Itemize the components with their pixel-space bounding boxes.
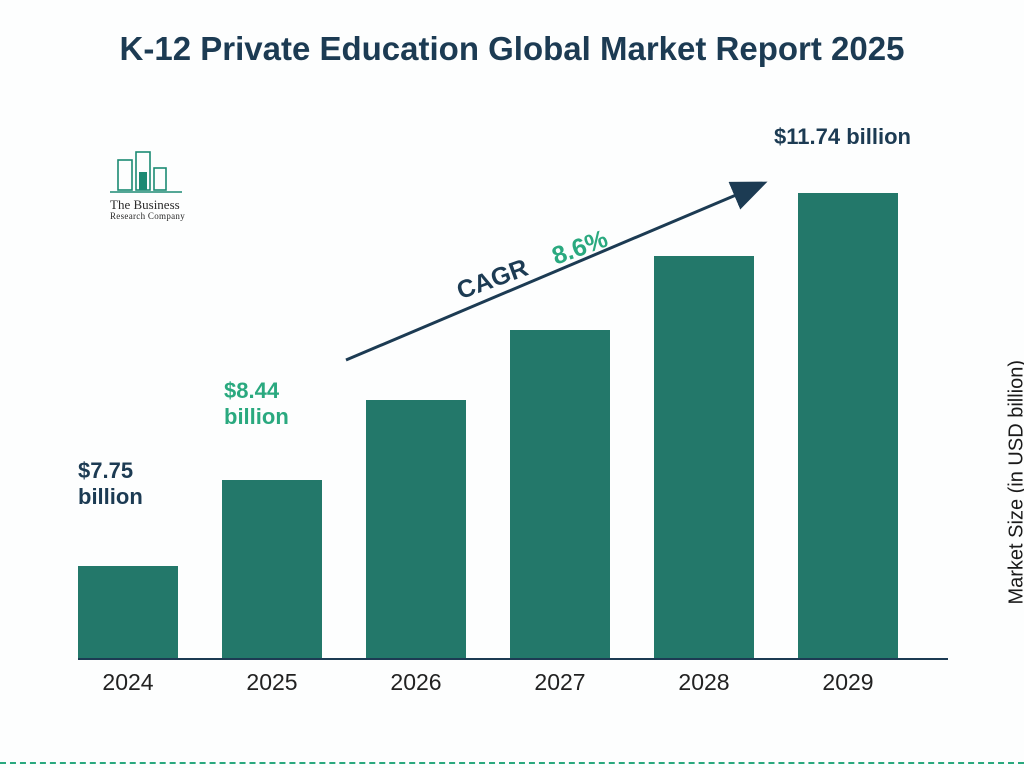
- x-axis-line: [78, 658, 948, 660]
- cagr-text-label: CAGR: [453, 254, 532, 305]
- x-tick-label: 2028: [654, 669, 754, 696]
- chart-title: K-12 Private Education Global Market Rep…: [0, 28, 1024, 69]
- bar-value-label: $8.44billion: [224, 378, 289, 431]
- bottom-divider: [0, 762, 1024, 764]
- bar: [510, 330, 610, 658]
- bar: [654, 256, 754, 658]
- bar-value-label: $7.75billion: [78, 458, 143, 511]
- y-axis-label: Market Size (in USD billion): [1006, 360, 1024, 605]
- x-tick-label: 2026: [366, 669, 466, 696]
- x-tick-label: 2025: [222, 669, 322, 696]
- cagr-label: CAGR 8.6%: [453, 225, 612, 306]
- x-tick-label: 2024: [78, 669, 178, 696]
- bar: [366, 400, 466, 658]
- bar-value-label: $11.74 billion: [774, 124, 911, 150]
- bar-chart: CAGR 8.6% 2024 2025 2026 2027 2028 2029 $7.75b…: [78, 140, 948, 700]
- bar: [78, 566, 178, 658]
- x-tick-label: 2029: [798, 669, 898, 696]
- bar: [798, 193, 898, 658]
- cagr-text-value: 8.6%: [548, 225, 611, 271]
- x-tick-label: 2027: [510, 669, 610, 696]
- bar: [222, 480, 322, 658]
